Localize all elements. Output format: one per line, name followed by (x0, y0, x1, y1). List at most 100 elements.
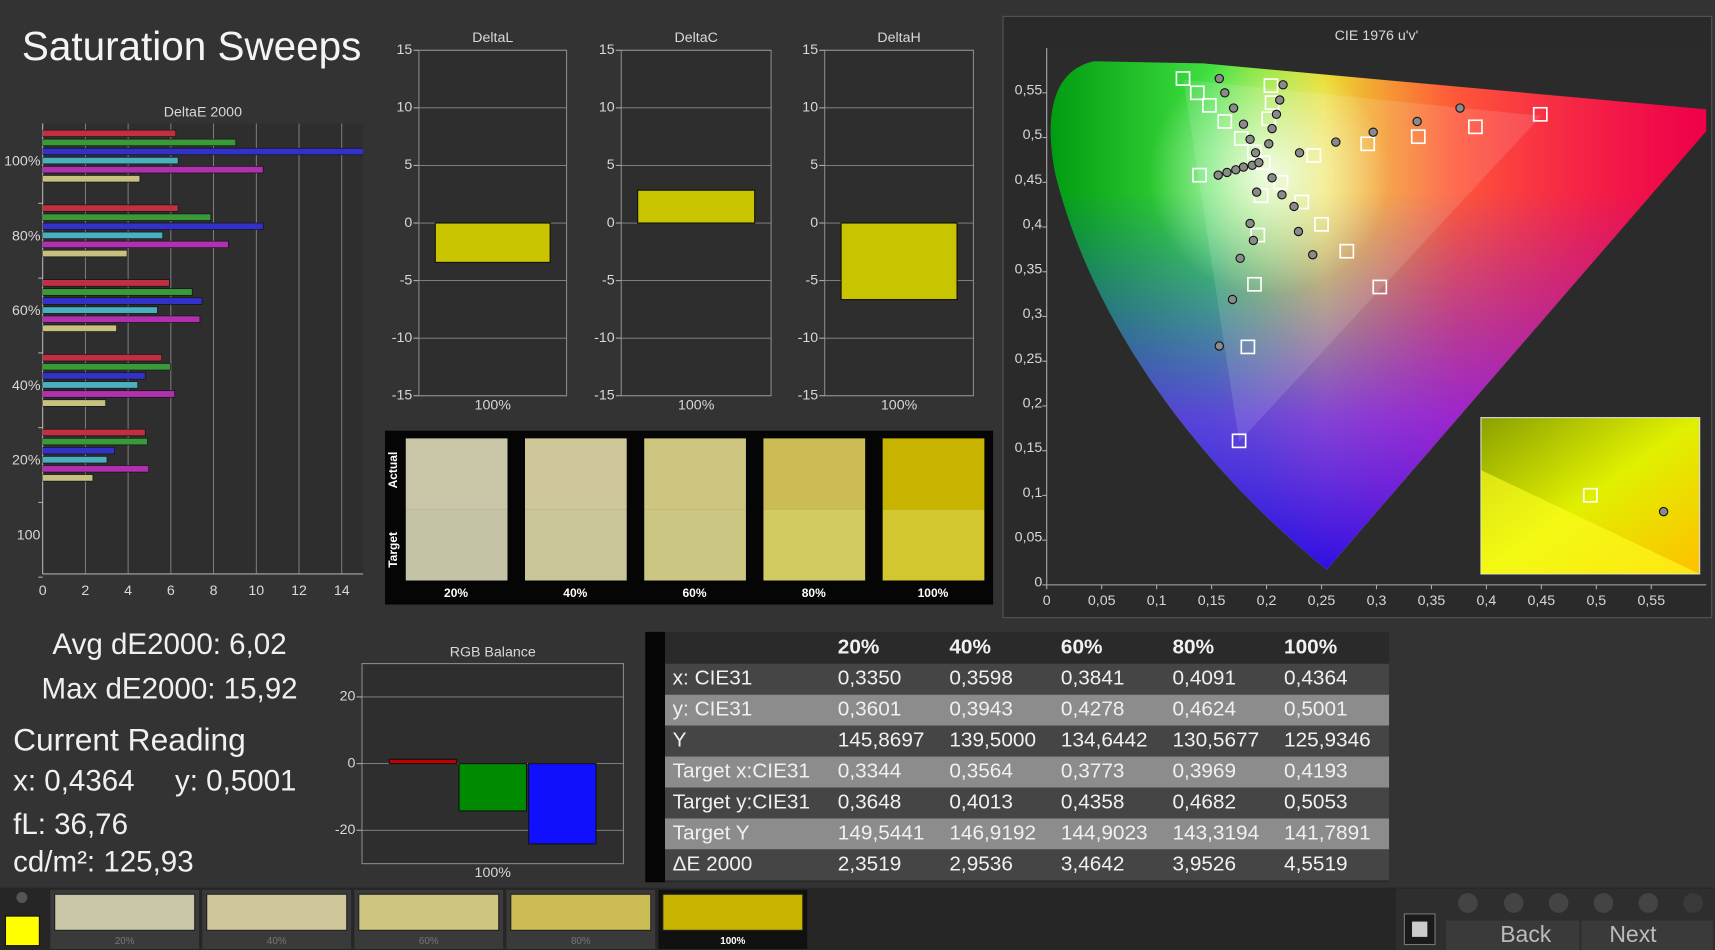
measured-point (1214, 341, 1224, 351)
back-button[interactable] (1445, 920, 1580, 950)
table-row (665, 756, 1390, 788)
bar (42, 437, 148, 446)
table-cell: 0,3598 (949, 667, 1013, 690)
table-row-header-strip (645, 631, 665, 883)
target-point (1175, 71, 1191, 86)
table-cell: 0,4624 (1173, 698, 1237, 721)
x-tick-label: 0,05 (1088, 593, 1116, 609)
table-cell: 0,5053 (1284, 790, 1348, 813)
table-cell: 2,9536 (949, 852, 1013, 875)
bar (388, 758, 458, 765)
target-swatch (763, 509, 866, 581)
x-tick-label: 0,25 (1308, 593, 1336, 609)
icon (16, 892, 28, 903)
target-point (1273, 174, 1289, 190)
y-tick-label: 0 (348, 755, 356, 771)
y-tick-label: 5 (607, 157, 615, 173)
tool-button[interactable] (1503, 893, 1524, 913)
table-cell: 0,3344 (838, 760, 902, 783)
target-point (1192, 167, 1207, 183)
next-label[interactable]: Next (1609, 921, 1657, 947)
measured-point (1267, 173, 1277, 183)
target-point (1189, 85, 1205, 101)
current-color (4, 915, 40, 947)
chart-title: DeltaH (877, 30, 920, 46)
swatch-label: 60% (682, 586, 706, 600)
table-header: 40% (949, 636, 991, 659)
stop-icon (1412, 921, 1428, 937)
next-button[interactable] (1581, 920, 1713, 950)
table-cell: 3,4642 (1061, 852, 1125, 875)
footer-swatch-label: 60% (419, 936, 439, 947)
target-point (1410, 129, 1426, 145)
y-tick-label: 5 (404, 157, 412, 173)
bar (528, 763, 597, 845)
tool-button[interactable] (1593, 893, 1614, 913)
bar (42, 156, 179, 165)
target-point (1532, 106, 1548, 122)
y-tick-label: -20 (335, 822, 356, 838)
footer-swatch (54, 893, 196, 931)
table-row (665, 787, 1390, 819)
reading-cdm2: cd/m²: 125,93 (13, 845, 194, 878)
chart-title: DeltaC (674, 30, 717, 46)
table-cell: 0,4682 (1173, 790, 1237, 813)
inset-region (1480, 470, 1700, 574)
tool-button[interactable] (1683, 893, 1703, 913)
table-cell: 144,9023 (1061, 821, 1148, 844)
chart-title: DeltaL (472, 30, 513, 46)
y-tick-label: 20 (340, 689, 356, 705)
tool-button[interactable] (1457, 893, 1478, 913)
bar (42, 428, 146, 437)
y-tick-label: 10 (397, 100, 413, 116)
x-tick-label: 0,5 (1586, 593, 1606, 609)
measured-point (1213, 170, 1223, 180)
y-tick-label: 5 (810, 157, 818, 173)
measured-point (1235, 253, 1245, 264)
y-tick-label: 20% (12, 453, 41, 469)
reading-x: x: 0,4364 (13, 765, 134, 798)
bar (42, 474, 94, 482)
bar (42, 447, 115, 455)
tool-button[interactable] (1638, 893, 1659, 913)
swatch-row-label: Target (386, 532, 400, 568)
actual-swatch (644, 438, 746, 510)
x-tick-label: 8 (210, 583, 218, 599)
y-tick-label: -10 (392, 330, 413, 346)
table-cell: 149,5441 (838, 821, 925, 844)
tool-button[interactable] (1548, 893, 1569, 913)
y-tick-label: 0,05 (1015, 530, 1043, 546)
y-tick-label: 15 (397, 42, 413, 58)
bar (42, 249, 128, 258)
target-point (1468, 119, 1483, 135)
swatch-label: 20% (444, 586, 468, 600)
measured-point (1238, 119, 1249, 129)
x-tick-label: 0,1 (1147, 593, 1167, 609)
y-tick-label: 10 (599, 100, 615, 116)
x-tick-label: 12 (291, 583, 307, 599)
table-cell: 0,4193 (1284, 760, 1348, 783)
y-tick-label: -10 (798, 330, 819, 346)
target-point (1314, 216, 1329, 232)
target-swatch (644, 509, 746, 581)
measured-point (1294, 148, 1305, 158)
target-point (1339, 243, 1355, 259)
table-cell: 125,9346 (1284, 729, 1371, 752)
bar (42, 354, 162, 362)
bar (434, 222, 551, 263)
y-tick-label: -5 (602, 272, 615, 288)
measured-point (1222, 167, 1232, 178)
target-point (1231, 433, 1247, 449)
bar (42, 465, 149, 473)
x-tick-label: 0,3 (1367, 593, 1387, 609)
back-label[interactable]: Back (1500, 921, 1552, 947)
table-cell: 0,3841 (1061, 667, 1125, 690)
y-tick-label: -10 (594, 330, 615, 346)
bar (42, 204, 179, 212)
swatch-label: 40% (563, 586, 587, 600)
table-row-label: Y (673, 729, 687, 752)
table-header: 60% (1061, 636, 1103, 659)
y-tick-label: 80% (12, 228, 41, 244)
